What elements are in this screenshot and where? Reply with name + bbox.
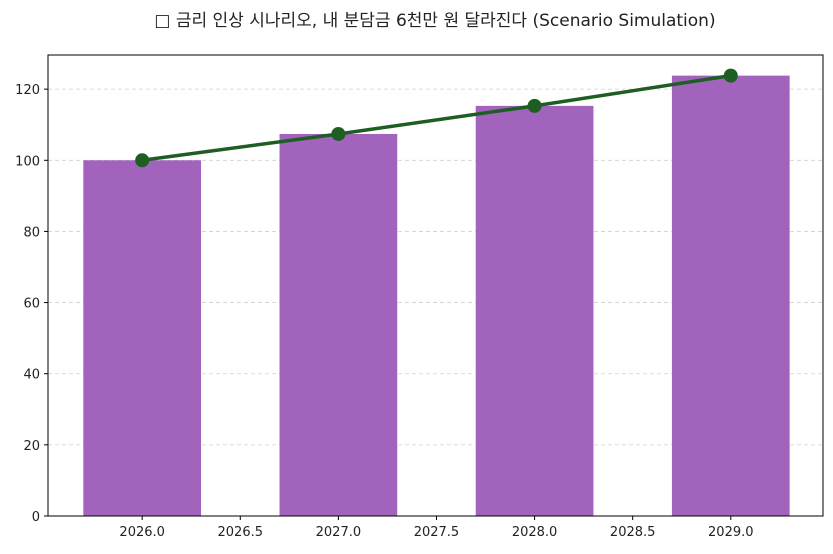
x-tick-label: 2027.5 <box>414 525 460 540</box>
bar-2029 <box>671 75 790 517</box>
line-point-2027 <box>331 126 346 141</box>
x-tick-label: 2029.0 <box>708 525 754 540</box>
line-series <box>135 68 738 168</box>
line-point-2026 <box>135 153 150 168</box>
line-point-2028 <box>527 98 542 113</box>
bar-2027 <box>279 133 398 516</box>
y-tick-label: 100 <box>15 154 40 169</box>
y-tick-label: 80 <box>23 225 40 240</box>
line-point-2029 <box>723 68 738 83</box>
bars <box>83 75 790 517</box>
y-tick-label: 120 <box>15 83 40 98</box>
line-path <box>141 73 732 163</box>
x-tick-label: 2026.5 <box>218 525 264 540</box>
y-axis: 0 20 40 60 80 100 120 <box>15 83 48 525</box>
x-tick-label: 2027.0 <box>316 525 362 540</box>
x-axis: 2026.0 2026.5 2027.0 2027.5 2028.0 2028.5 2029… <box>119 516 754 540</box>
x-tick-label: 2028.0 <box>512 525 558 540</box>
x-tick-label: 2026.0 <box>119 525 165 540</box>
chart-title: □ 금리 인상 시나리오, 내 분담금 6천만 원 달라진다 (Scenario… <box>154 11 715 31</box>
y-tick-label: 0 <box>32 510 40 525</box>
y-tick-label: 60 <box>23 297 40 312</box>
bar-2028 <box>475 105 594 516</box>
y-tick-label: 20 <box>23 439 40 454</box>
plot-frame <box>47 54 824 517</box>
x-tick-label: 2028.5 <box>610 525 656 540</box>
bar-2026 <box>83 160 202 516</box>
y-tick-label: 40 <box>23 368 40 383</box>
